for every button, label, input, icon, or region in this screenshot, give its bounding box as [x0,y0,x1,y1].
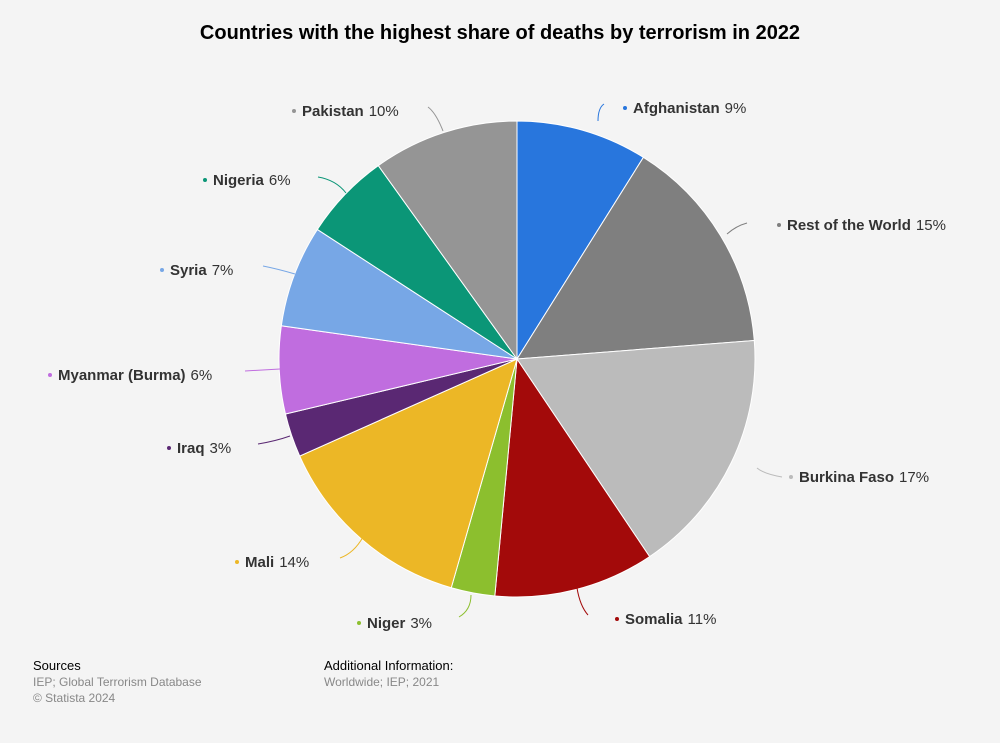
slice-name-label: Somalia [625,611,683,628]
slice-value-label: 11% [688,611,717,628]
sources-heading[interactable]: Sources [33,658,81,673]
legend-dot [777,223,781,227]
slice-value-label: 3% [410,615,432,632]
slice-name-label: Nigeria [213,172,265,189]
leader-line [262,265,296,275]
pie-slice-mali[interactable] [299,358,518,589]
leader-line [339,536,364,559]
slice-value-label: 15% [916,217,946,234]
additional-info-line: Worldwide; IEP; 2021 [324,675,440,689]
legend-dot [357,621,361,625]
legend-dot [292,109,296,113]
leader-line [257,435,291,445]
leader-line [726,222,748,235]
slice-value-label: 3% [210,440,232,457]
chart-title: Countries with the highest share of deat… [199,22,801,44]
pie-slice-pakistan[interactable] [377,120,518,361]
slice-name-label: Mali [245,554,274,571]
leader-line [244,368,281,372]
legend-dot [789,475,793,479]
data-label: Iraq 3% [177,440,231,457]
leader-line [317,176,347,194]
slice-value-label: 10% [369,103,399,120]
slice-name-label: Pakistan [302,103,364,120]
pie-slice-burkina-faso[interactable] [516,339,756,558]
slice-name-label: Syria [170,262,207,279]
slice-value-label: 7% [212,262,234,279]
additional-info-block: Additional Information: Worldwide; IEP; … [324,658,453,690]
slice-name-label: Rest of the World [787,217,911,234]
data-label: Niger 3% [367,615,432,632]
slice-name-label: Myanmar (Burma) [58,367,186,384]
slice-value-label: 17% [899,469,929,486]
slice-name-label: Afghanistan [633,100,720,117]
legend-dot [167,446,171,450]
legend-dot [623,106,627,110]
legend-dot [615,617,619,621]
slice-name-label: Iraq [177,440,205,457]
slice-name-label: Niger [367,615,406,632]
pie-slice-afghanistan[interactable] [516,120,645,361]
data-label: Mali 14% [245,554,309,571]
slice-value-label: 14% [279,554,309,571]
legend-dot [48,373,52,377]
slice-value-label: 6% [269,172,291,189]
pie-slice-syria[interactable] [280,228,518,360]
leader-line [458,594,472,618]
data-label: Afghanistan 9% [633,100,746,117]
leader-line [756,467,783,478]
sources-block: Sources IEP; Global Terrorism Database ©… [33,658,202,706]
data-label: Rest of the World 15% [787,217,946,234]
data-label: Somalia 11% [625,611,716,628]
additional-info-heading[interactable]: Additional Information: [324,658,454,673]
slice-name-label: Burkina Faso [799,469,894,486]
slice-value-label: 6% [191,367,213,384]
data-label: Syria 7% [170,262,233,279]
legend-dot [235,560,239,564]
sources-line: IEP; Global Terrorism Database [33,675,202,689]
leader-line [576,587,589,616]
legend-dot [160,268,164,272]
data-label: Pakistan 10% [302,103,399,120]
copyright-line[interactable]: © Statista 2024 [33,691,116,705]
data-label: Nigeria 6% [213,172,291,189]
leader-line [597,103,605,122]
data-label: Burkina Faso 17% [799,469,929,486]
pie-slice-rest-of-the-world[interactable] [516,156,755,360]
data-label: Myanmar (Burma) 6% [58,367,212,384]
pie-slice-somalia[interactable] [494,357,651,598]
slice-value-label: 9% [725,100,747,117]
legend-dot [203,178,207,182]
leader-line [427,106,444,132]
